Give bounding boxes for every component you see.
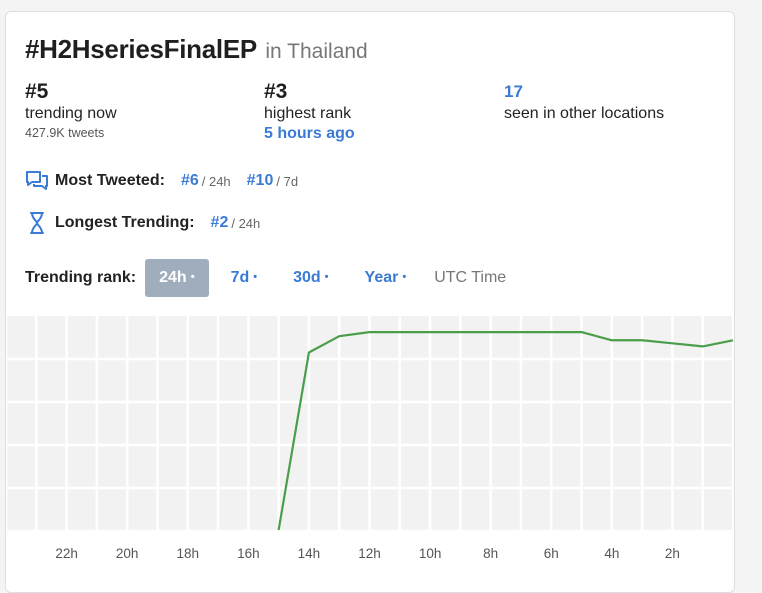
longest-trending-24h-rank-link[interactable]: #2 — [210, 214, 229, 231]
page-title: #H2HseriesFinalEP in Thailand — [25, 34, 368, 65]
chart-series-line — [277, 331, 734, 531]
other-locations-label: seen in other locations — [504, 105, 665, 122]
x-tick-label: 4h — [604, 546, 619, 561]
x-tick-label: 20h — [116, 546, 139, 561]
x-tick-label: 2h — [665, 546, 680, 561]
longest-trending-label: Longest Trending: — [55, 214, 195, 231]
tab-24h[interactable]: 24h • — [145, 259, 209, 297]
x-tick-label: 10h — [419, 546, 442, 561]
tab-30d-label: 30d — [293, 269, 321, 286]
tab-year-label: Year — [364, 269, 399, 286]
trending-rank-tabs: Trending rank: 24h • 7d • 30d • Year • UTC T… — [25, 259, 506, 297]
longest-trending-24h-period: / 24h — [231, 215, 261, 231]
x-tick-label: 12h — [358, 546, 381, 561]
tab-7d[interactable]: 7d • — [217, 259, 272, 297]
x-tick-label: 16h — [237, 546, 260, 561]
most-tweeted-24h-rank-link[interactable]: #6 — [180, 172, 199, 189]
tab-year-dot: • — [402, 271, 407, 283]
most-tweeted-24h-period: / 24h — [201, 173, 231, 189]
x-tick-label: 6h — [544, 546, 559, 561]
most-tweeted-7d-period: / 7d — [276, 173, 299, 189]
highest-rank-time-link[interactable]: 5 hours ago — [264, 125, 355, 142]
tab-30d[interactable]: 30d • — [279, 259, 342, 297]
tab-year[interactable]: Year • — [351, 259, 421, 297]
x-tick-label: 8h — [483, 546, 498, 561]
tab-24h-label: 24h — [159, 269, 187, 286]
stat-other-locations: 17 seen in other locations — [504, 80, 664, 124]
tab-7d-label: 7d — [230, 269, 250, 286]
rank-chart: 22h 20h 18h 16h 14h 12h 10h 8h 6h 4h 2h — [6, 316, 734, 561]
current-rank-label: trending now — [25, 105, 117, 122]
stat-trending-now: #5 trending now 427.9K tweets — [25, 80, 117, 142]
trend-card: #H2HseriesFinalEP in Thailand #5 trendin… — [5, 11, 735, 593]
tab-30d-dot: • — [324, 271, 329, 283]
longest-trending-row: Longest Trending: #2 / 24h — [25, 212, 276, 234]
highest-rank: #3 — [264, 80, 288, 103]
hourglass-icon — [30, 212, 44, 234]
location-label: in Thailand — [265, 40, 368, 63]
other-locations-count-link[interactable]: 17 — [504, 82, 523, 101]
stat-highest-rank: #3 highest rank 5 hours ago — [264, 80, 355, 144]
x-tick-label: 18h — [176, 546, 199, 561]
highest-rank-label: highest rank — [264, 105, 352, 122]
chat-bubbles-icon — [26, 171, 48, 190]
utc-time-toggle[interactable]: UTC Time — [434, 269, 507, 286]
hashtag-title: #H2HseriesFinalEP — [25, 34, 257, 64]
tab-24h-dot: • — [190, 271, 195, 283]
x-tick-label: 22h — [55, 546, 78, 561]
x-tick-label: 14h — [298, 546, 321, 561]
trending-rank-label: Trending rank: — [25, 269, 137, 286]
current-rank: #5 — [25, 80, 49, 103]
most-tweeted-7d-rank-link[interactable]: #10 — [246, 172, 274, 189]
tweet-count: 427.9K tweets — [25, 126, 105, 140]
tab-7d-dot: • — [253, 271, 258, 283]
most-tweeted-row: Most Tweeted: #6 / 24h #10 / 7d — [25, 170, 314, 192]
most-tweeted-label: Most Tweeted: — [55, 172, 165, 189]
